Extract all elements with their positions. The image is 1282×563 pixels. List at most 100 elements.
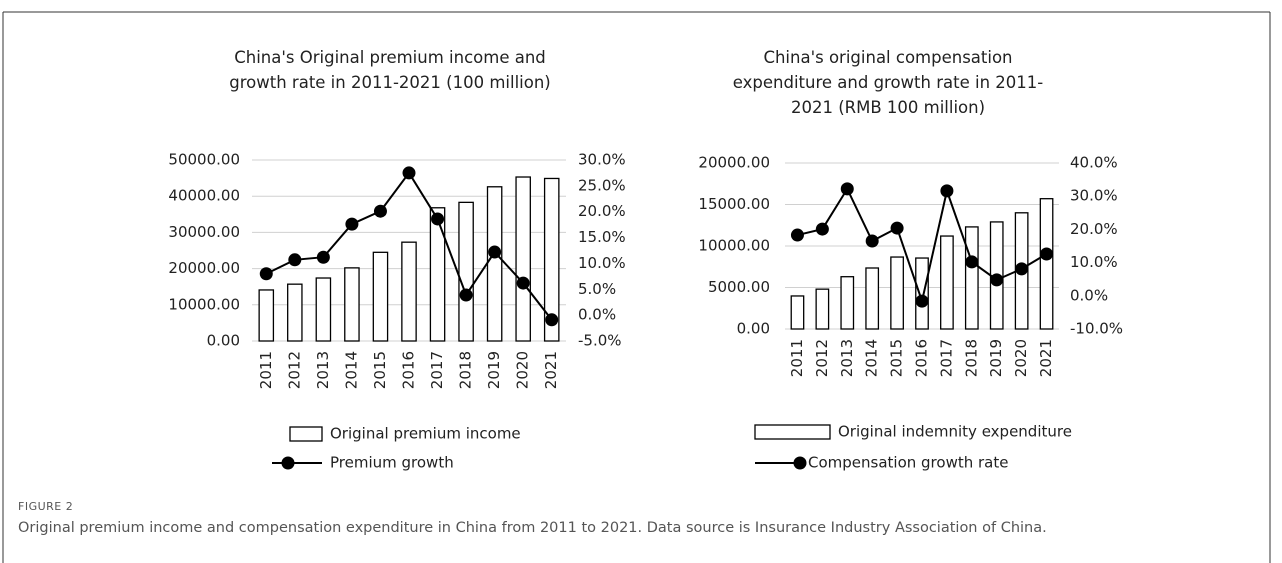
- chart-title: China's original compensation expenditur…: [732, 48, 1044, 117]
- x-tick-label: 2021: [542, 351, 560, 389]
- y2-tick-label: 0.0%: [1070, 286, 1108, 304]
- y2-tick-label: 40.0%: [1070, 154, 1118, 172]
- y-tick-label: 0.00: [737, 320, 770, 338]
- legend-label: Original premium income: [330, 425, 521, 443]
- figure-label: FIGURE 2: [18, 500, 74, 513]
- y-tick-label: 5000.00: [708, 278, 770, 296]
- y-tick-label: 40000.00: [168, 187, 240, 205]
- y-tick-label: 50000.00: [168, 151, 240, 169]
- bar: [287, 283, 303, 342]
- y-tick-label: 30000.00: [168, 223, 240, 241]
- bar: [1039, 198, 1054, 330]
- y2-tick-label: 30.0%: [578, 151, 626, 169]
- x-tick-label: 2020: [514, 351, 532, 389]
- line-marker: [259, 267, 273, 281]
- line-marker: [516, 276, 530, 290]
- line-marker: [990, 273, 1004, 287]
- y2-tick-label: -5.0%: [578, 332, 622, 350]
- line-marker: [965, 255, 979, 269]
- bar: [964, 226, 979, 330]
- line-marker: [402, 166, 416, 180]
- bar: [458, 201, 474, 342]
- line-marker: [890, 221, 904, 235]
- x-tick-label: 2012: [285, 351, 303, 389]
- bar: [915, 257, 929, 330]
- x-tick-label: 2015: [371, 351, 389, 389]
- bar: [543, 177, 560, 342]
- y2-tick-label: 5.0%: [578, 280, 616, 298]
- bar: [372, 251, 389, 342]
- x-tick-label: 2016: [913, 339, 931, 377]
- bar: [890, 256, 904, 330]
- y-tick-label: 15000.00: [698, 195, 770, 213]
- y-tick-label: 10000.00: [698, 237, 770, 255]
- legend-label: Original indemnity expenditure: [838, 423, 1072, 441]
- chart-title: China's Original premium income and grow…: [229, 48, 551, 92]
- line-marker: [1015, 262, 1029, 276]
- x-tick-label: 2019: [987, 339, 1005, 377]
- bar: [515, 176, 531, 342]
- x-tick-label: 2017: [937, 339, 955, 377]
- bar: [401, 241, 417, 342]
- y2-tick-label: 20.0%: [1070, 220, 1118, 238]
- x-tick-label: 2011: [257, 351, 275, 389]
- y2-tick-label: -10.0%: [1070, 320, 1123, 338]
- y2-tick-label: 0.0%: [578, 306, 616, 324]
- line-marker: [840, 182, 854, 196]
- x-tick-label: 2014: [863, 339, 881, 377]
- x-tick-label: 2018: [457, 351, 475, 389]
- x-tick-label: 2013: [838, 339, 856, 377]
- line-marker: [488, 245, 502, 259]
- x-tick-label: 2012: [813, 339, 831, 377]
- bar: [865, 267, 880, 330]
- bar: [790, 295, 805, 330]
- x-tick-label: 2016: [400, 351, 418, 389]
- bar: [940, 235, 954, 330]
- line-marker: [431, 212, 445, 226]
- legend-marker: [793, 456, 807, 470]
- line-marker: [915, 294, 929, 308]
- x-tick-label: 2020: [1012, 339, 1030, 377]
- x-tick-label: 2011: [788, 339, 806, 377]
- bar: [258, 289, 275, 342]
- legend-label: Premium growth: [330, 454, 454, 472]
- y2-tick-label: 10.0%: [1070, 253, 1118, 271]
- figure-caption: Original premium income and compensation…: [18, 520, 1047, 536]
- line-marker: [316, 250, 330, 264]
- y2-tick-label: 20.0%: [578, 202, 626, 220]
- y2-tick-label: 10.0%: [578, 254, 626, 272]
- line-marker: [288, 253, 302, 267]
- y-tick-label: 20000.00: [698, 154, 770, 172]
- legend-label: Compensation growth rate: [808, 454, 1008, 472]
- line-marker: [545, 313, 559, 327]
- x-tick-label: 2013: [314, 351, 332, 389]
- y2-tick-label: 30.0%: [1070, 187, 1118, 205]
- line-marker: [815, 222, 829, 236]
- line-marker: [373, 204, 387, 218]
- x-tick-label: 2014: [342, 351, 360, 389]
- bar: [429, 207, 446, 342]
- legend-marker: [281, 456, 295, 470]
- x-tick-label: 2021: [1037, 339, 1055, 377]
- line-marker: [345, 217, 359, 231]
- legend-swatch: [754, 424, 831, 440]
- x-tick-label: 2018: [962, 339, 980, 377]
- line-marker: [459, 288, 473, 302]
- bar: [344, 267, 360, 342]
- bar: [840, 276, 855, 330]
- x-tick-label: 2017: [428, 351, 446, 389]
- bar: [315, 277, 332, 342]
- line-marker: [865, 234, 879, 248]
- y2-tick-label: 25.0%: [578, 176, 626, 194]
- bar: [815, 288, 830, 330]
- x-tick-label: 2015: [888, 339, 906, 377]
- line-marker: [1040, 247, 1054, 261]
- y2-tick-label: 15.0%: [578, 228, 626, 246]
- x-tick-label: 2019: [485, 351, 503, 389]
- line-marker: [790, 228, 804, 242]
- legend-swatch: [289, 426, 323, 442]
- line-marker: [940, 184, 954, 198]
- y-tick-label: 0.00: [207, 332, 240, 350]
